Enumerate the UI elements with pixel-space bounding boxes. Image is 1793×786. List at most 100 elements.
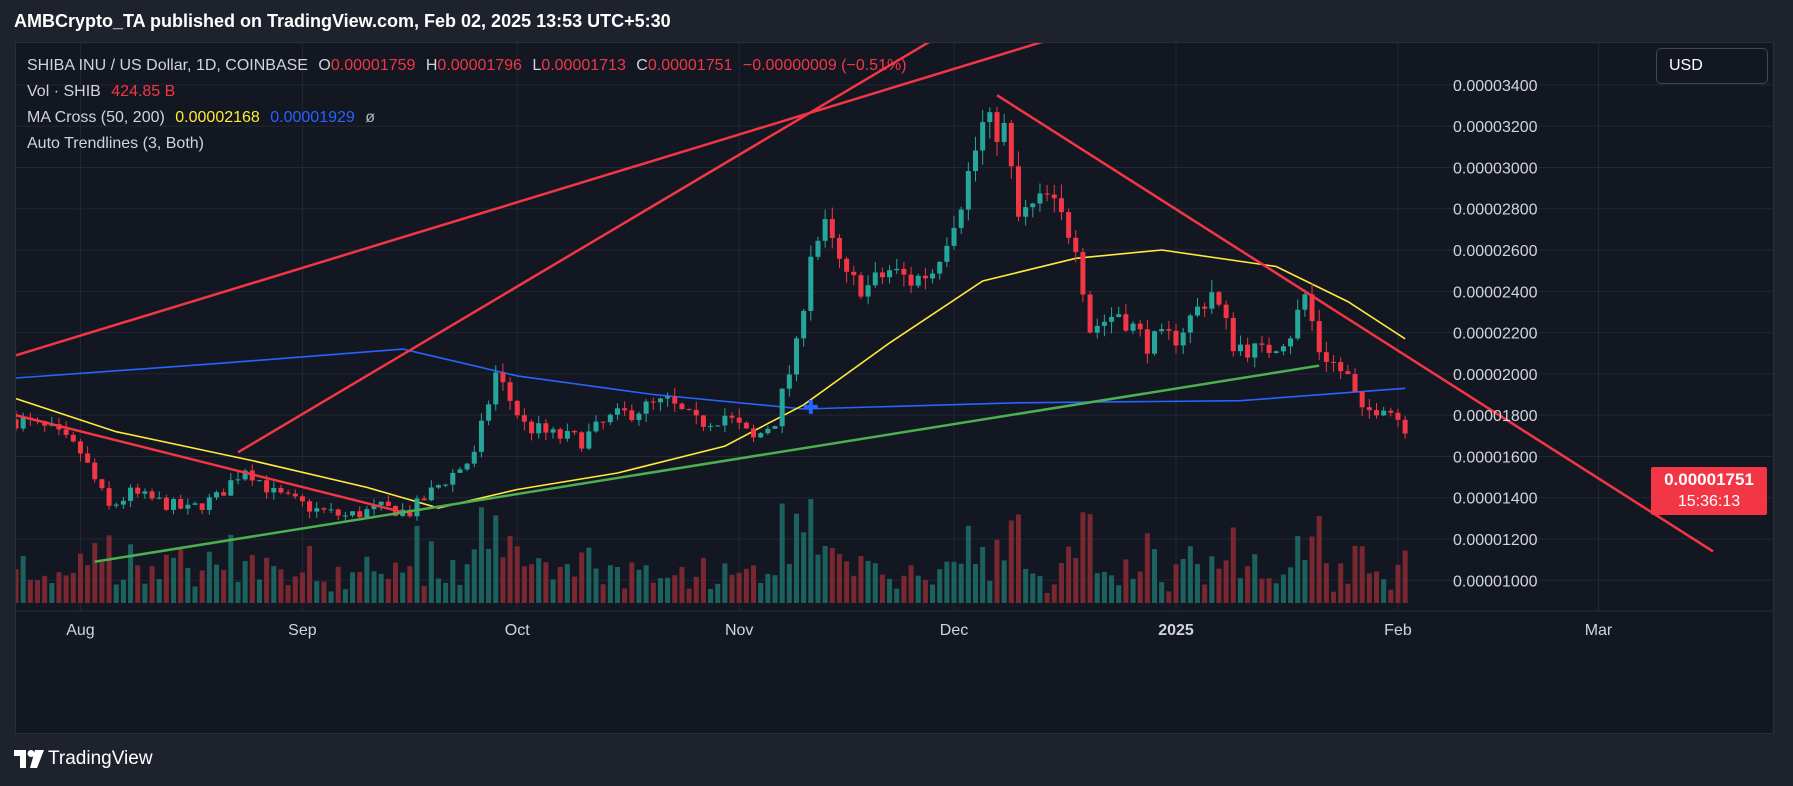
candle-body: [1395, 412, 1401, 420]
candle-body: [1051, 194, 1057, 199]
volume-bar: [1058, 563, 1064, 603]
volume-bar: [822, 546, 828, 603]
volume-bar: [629, 562, 635, 603]
high-label: H: [425, 57, 438, 74]
candle-body: [1137, 323, 1143, 330]
candle-body: [292, 493, 298, 497]
volume-bar: [708, 588, 714, 603]
volume-bar: [607, 565, 613, 603]
volume-bar: [1388, 589, 1394, 603]
candle-body: [550, 429, 556, 433]
volume-bar: [1280, 574, 1286, 603]
price-change: −0.00000009 (−0.51%): [742, 57, 907, 74]
candle-body: [1381, 410, 1387, 416]
candle-body: [686, 408, 692, 410]
legend-trend-row[interactable]: Auto Trendlines (3, Both): [27, 131, 913, 157]
volume-bar: [536, 558, 542, 603]
volume-bar: [1202, 584, 1208, 603]
candle-body: [92, 462, 98, 480]
candle-body: [1359, 391, 1365, 408]
volume-bar: [600, 584, 606, 603]
volume-bar: [342, 589, 348, 603]
candle-body: [1116, 314, 1122, 317]
volume-bar: [836, 553, 842, 603]
volume-bar: [1130, 578, 1136, 603]
volume-bar: [801, 532, 807, 603]
candle-body: [1180, 332, 1186, 346]
candle-body: [801, 310, 807, 339]
volume-bar: [486, 548, 492, 603]
volume-value: 424.85 B: [111, 83, 176, 100]
volume-bar: [70, 572, 76, 603]
volume-bar: [328, 591, 334, 603]
candle-body: [665, 396, 671, 399]
last-price-tag: 0.00001751 15:36:13: [1651, 467, 1767, 515]
candle-body: [772, 426, 778, 429]
low-value: 0.00001713: [541, 57, 626, 74]
candle-body: [908, 274, 914, 286]
candle-body: [514, 400, 520, 416]
candle-body: [1295, 309, 1301, 339]
symbol-label: SHIBA INU / US Dollar, 1D, COINBASE: [27, 57, 308, 74]
price-tick-label: 0.00003000: [1453, 160, 1538, 177]
volume-bar: [808, 499, 814, 603]
candle-body: [614, 408, 620, 415]
ohlc-open: O0.00001759: [318, 57, 415, 74]
volume-bar: [1173, 564, 1179, 603]
volume-bar: [156, 579, 162, 603]
chart-pane[interactable]: 0.00001000 0.00001200 0.00001400 0.00001600…: [15, 42, 1774, 734]
candle-body: [1087, 294, 1093, 333]
volume-bar: [1152, 549, 1158, 603]
volume-bar: [872, 563, 878, 603]
currency-button[interactable]: USD: [1656, 48, 1768, 84]
volume-bar: [1309, 536, 1315, 603]
volume-bar: [908, 565, 914, 603]
volume-bar: [1338, 563, 1344, 603]
candle-body: [1223, 304, 1229, 318]
legend-symbol-row[interactable]: SHIBA INU / US Dollar, 1D, COINBASE O0.0…: [27, 53, 913, 79]
legend-ma-row[interactable]: MA Cross (50, 200) 0.00002168 0.00001929…: [27, 105, 913, 131]
volume-bar: [507, 535, 513, 603]
candle-body: [829, 219, 835, 238]
candle-body: [1345, 371, 1351, 375]
candle-body: [987, 112, 993, 123]
time-tick-label: Oct: [505, 622, 530, 639]
volume-bar: [1087, 514, 1093, 603]
volume-bar: [335, 566, 341, 603]
volume-bar: [614, 567, 620, 603]
volume-bar: [622, 588, 628, 603]
volume-bar: [1194, 564, 1200, 603]
candle-body: [278, 487, 284, 493]
footer-brand[interactable]: TradingView: [14, 748, 153, 770]
volume-bar: [1352, 545, 1358, 603]
candle-body: [385, 501, 391, 506]
candle-body: [593, 421, 599, 432]
resistance-trendline: [996, 94, 1714, 553]
volume-bar: [1094, 573, 1100, 603]
volume-bar: [192, 586, 198, 603]
candle-body: [428, 487, 434, 501]
volume-bar: [815, 554, 821, 603]
candle-body: [493, 372, 499, 405]
candle-body: [879, 272, 885, 278]
volume-bar: [858, 556, 864, 603]
candle-body: [178, 499, 184, 509]
price-tick-label: 0.00001200: [1453, 532, 1538, 549]
candle-body: [70, 434, 76, 442]
volume-bar: [199, 570, 205, 603]
candle-body: [1309, 294, 1315, 322]
price-tick-label: 0.00002200: [1453, 326, 1538, 343]
candle-body: [1173, 330, 1179, 346]
volume-bar: [793, 513, 799, 603]
volume-bar: [1366, 573, 1372, 603]
price-chart[interactable]: 0.00001000 0.00001200 0.00001400 0.00001600…: [16, 43, 1773, 733]
candle-body: [715, 425, 721, 427]
ohlc-low: L0.00001713: [532, 57, 625, 74]
ma50-path: [16, 249, 1406, 509]
volume-bar: [1209, 556, 1215, 603]
legend-volume-row[interactable]: Vol · SHIB 424.85 B: [27, 79, 913, 105]
volume-bar: [1015, 514, 1021, 603]
volume-bar: [901, 575, 907, 603]
volume-bar: [228, 534, 234, 603]
volume-bar: [1066, 546, 1072, 603]
